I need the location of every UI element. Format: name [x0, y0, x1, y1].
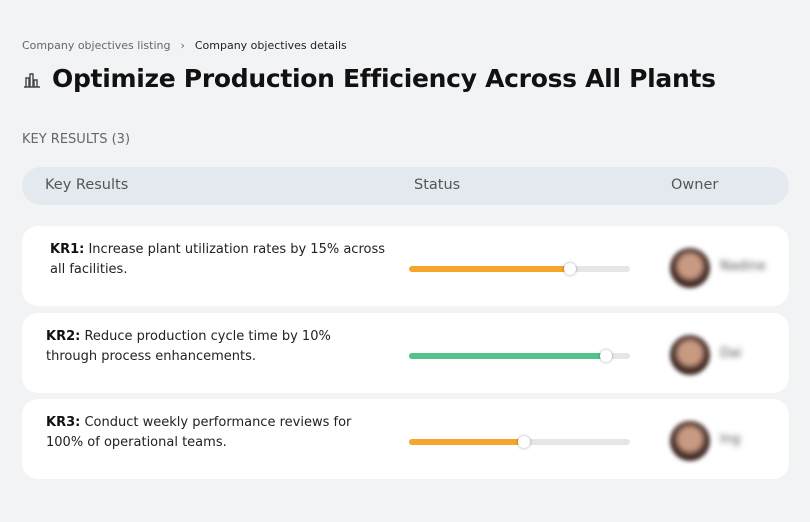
key-result-id: KR1:	[50, 242, 85, 257]
breadcrumb: Company objectives listing › Company obj…	[22, 39, 347, 52]
key-result-row: KR3: Conduct weekly performance reviews …	[22, 399, 789, 479]
key-result-description: Increase plant utilization rates by 15% …	[50, 242, 385, 277]
column-header: Owner	[671, 177, 719, 193]
progress-knob	[564, 263, 577, 275]
page-title: Optimize Production Efficiency Across Al…	[52, 64, 716, 93]
owner-avatar	[670, 335, 710, 375]
key-result-row: KR1: Increase plant utilization rates by…	[22, 226, 789, 306]
key-result-description: Reduce production cycle time by 10% thro…	[46, 329, 331, 364]
key-result-text: KR3: Conduct weekly performance reviews …	[46, 413, 386, 453]
breadcrumb-separator: ›	[180, 39, 185, 52]
section-label: KEY RESULTS (3)	[22, 132, 131, 147]
key-result-row: KR2: Reduce production cycle time by 10%…	[22, 313, 789, 393]
progress-knob	[599, 350, 612, 362]
owner-name: Ing	[720, 432, 741, 447]
progress-bar	[409, 353, 606, 359]
breadcrumb-current: Company objectives details	[194, 39, 347, 52]
key-result-text: KR2: Reduce production cycle time by 10%…	[46, 327, 386, 367]
title-block: Optimize Production Efficiency Across Al…	[22, 64, 716, 93]
factory-icon	[24, 72, 40, 88]
key-result-id: KR3:	[46, 415, 81, 430]
key-result-description: Conduct weekly performance reviews for 1…	[46, 415, 352, 450]
owner-name: Nadine	[720, 259, 766, 274]
table-header: Key Results Status Owner	[22, 167, 789, 205]
progress-bar	[409, 439, 524, 445]
breadcrumb-link[interactable]: Company objectives listing	[22, 39, 171, 52]
owner-avatar	[670, 421, 710, 461]
key-result-id: KR2:	[46, 329, 81, 344]
progress-bar	[409, 266, 571, 272]
owner-avatar	[670, 248, 710, 288]
progress-track	[409, 263, 630, 275]
owner-name: Dai	[720, 346, 742, 361]
column-header: Key Results	[45, 177, 129, 193]
progress-track	[409, 436, 630, 448]
progress-knob	[517, 436, 530, 448]
column-header: Status	[414, 177, 461, 193]
key-result-text: KR1: Increase plant utilization rates by…	[50, 240, 390, 280]
progress-track	[409, 350, 630, 362]
